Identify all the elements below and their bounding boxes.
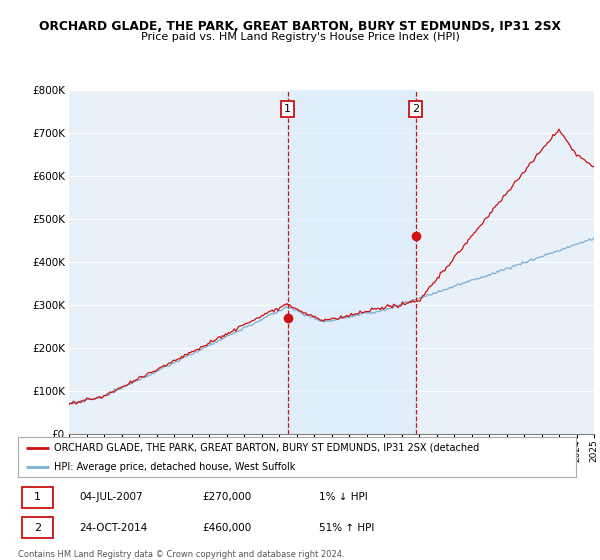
Text: ORCHARD GLADE, THE PARK, GREAT BARTON, BURY ST EDMUNDS, IP31 2SX: ORCHARD GLADE, THE PARK, GREAT BARTON, B… — [39, 20, 561, 32]
Text: 1: 1 — [284, 104, 291, 114]
Text: 2: 2 — [34, 523, 41, 533]
Text: Price paid vs. HM Land Registry's House Price Index (HPI): Price paid vs. HM Land Registry's House … — [140, 32, 460, 43]
Bar — [288, 90, 415, 434]
Bar — [22, 487, 53, 508]
Text: Contains HM Land Registry data © Crown copyright and database right 2024.
This d: Contains HM Land Registry data © Crown c… — [18, 550, 344, 560]
Bar — [22, 517, 53, 538]
Text: 24-OCT-2014: 24-OCT-2014 — [79, 523, 148, 533]
Text: HPI: Average price, detached house, West Suffolk: HPI: Average price, detached house, West… — [54, 462, 296, 472]
Text: £460,000: £460,000 — [202, 523, 251, 533]
Text: 1% ↓ HPI: 1% ↓ HPI — [319, 492, 368, 502]
Text: £270,000: £270,000 — [202, 492, 251, 502]
Text: ORCHARD GLADE, THE PARK, GREAT BARTON, BURY ST EDMUNDS, IP31 2SX (detached: ORCHARD GLADE, THE PARK, GREAT BARTON, B… — [54, 443, 479, 452]
Text: 2: 2 — [412, 104, 419, 114]
Text: 51% ↑ HPI: 51% ↑ HPI — [319, 523, 374, 533]
Text: 1: 1 — [34, 492, 41, 502]
Text: 04-JUL-2007: 04-JUL-2007 — [79, 492, 143, 502]
